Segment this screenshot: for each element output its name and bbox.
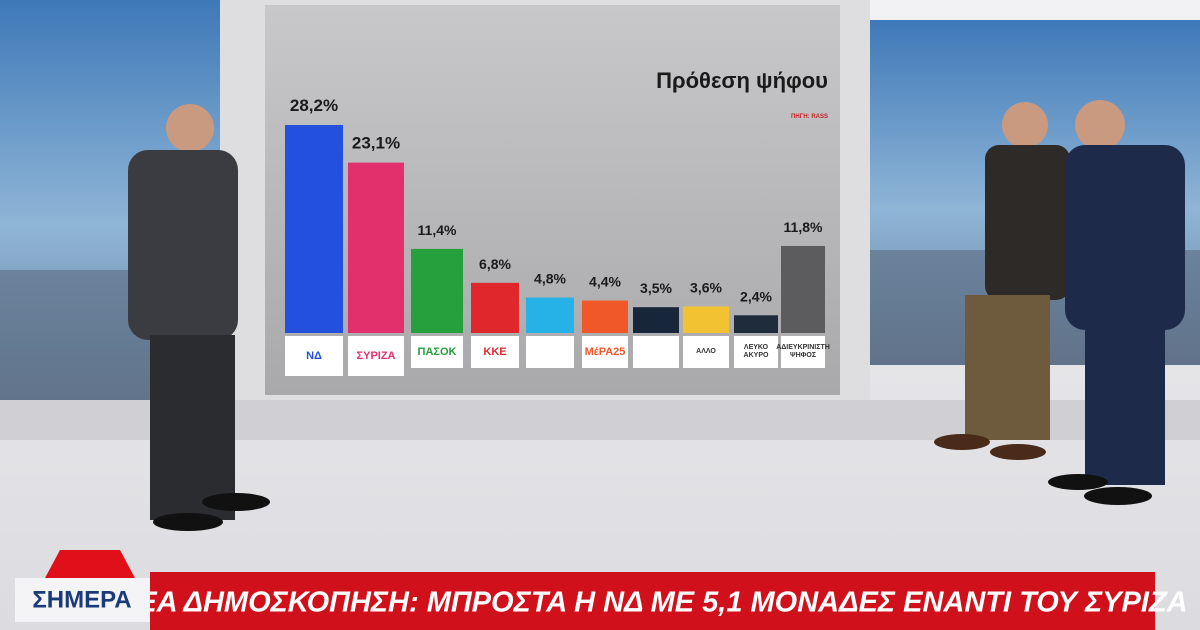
category-label: ΜέΡΑ25 — [582, 336, 628, 368]
bar — [526, 297, 574, 333]
bar — [734, 315, 778, 333]
value-label: 3,6% — [690, 279, 722, 295]
value-label: 4,4% — [589, 274, 621, 290]
bar — [471, 282, 519, 333]
category-label: ΝΔ — [285, 336, 343, 376]
bar — [582, 300, 628, 333]
logo-box — [15, 578, 150, 622]
value-label: 23,1% — [352, 134, 400, 153]
value-label: 4,8% — [534, 271, 566, 287]
category-label: ΣΥΡΙΖΑ — [348, 336, 404, 376]
category-label: ΠΑΣΟΚ — [411, 336, 463, 368]
headline: ΝΕΑ ΔΗΜΟΣΚΟΠΗΣΗ: ΜΠΡΟΣΤΑ Η ΝΔ ΜΕ 5,1 ΜΟΝ… — [116, 587, 1187, 619]
value-label: 6,8% — [479, 256, 511, 272]
bar — [633, 307, 679, 333]
bar — [683, 306, 729, 333]
bar — [348, 162, 404, 333]
value-label: 28,2% — [290, 96, 338, 115]
category-label: ΑΛΛΟ — [683, 336, 729, 368]
bar — [781, 245, 825, 333]
host — [1048, 100, 1185, 505]
headline-bar — [150, 572, 1155, 630]
category-label — [633, 336, 679, 368]
guest — [934, 102, 1070, 460]
value-label: 11,4% — [418, 222, 457, 238]
presenter — [128, 104, 270, 531]
value-label: 11,8% — [784, 219, 823, 235]
category-label: ΛΕΥΚΟ ΑΚΥΡΟ — [734, 336, 778, 368]
value-label: 2,4% — [740, 288, 772, 304]
category-label: ΑΔΙΕΥΚΡΙΝΙΣΤΗ ΨΗΦΟΣ — [776, 336, 830, 368]
bar — [411, 248, 463, 333]
bar — [285, 125, 343, 333]
logo-shape — [45, 550, 135, 578]
category-label — [526, 336, 574, 368]
chart-source: ΠΗΓΗ: RASS — [791, 114, 828, 120]
value-label: 3,5% — [640, 280, 672, 296]
logo: ΣΗΜΕΡΑ — [32, 586, 131, 613]
chart-title: Πρόθεση ψήφου — [656, 68, 828, 93]
category-label: ΚΚΕ — [471, 336, 519, 368]
